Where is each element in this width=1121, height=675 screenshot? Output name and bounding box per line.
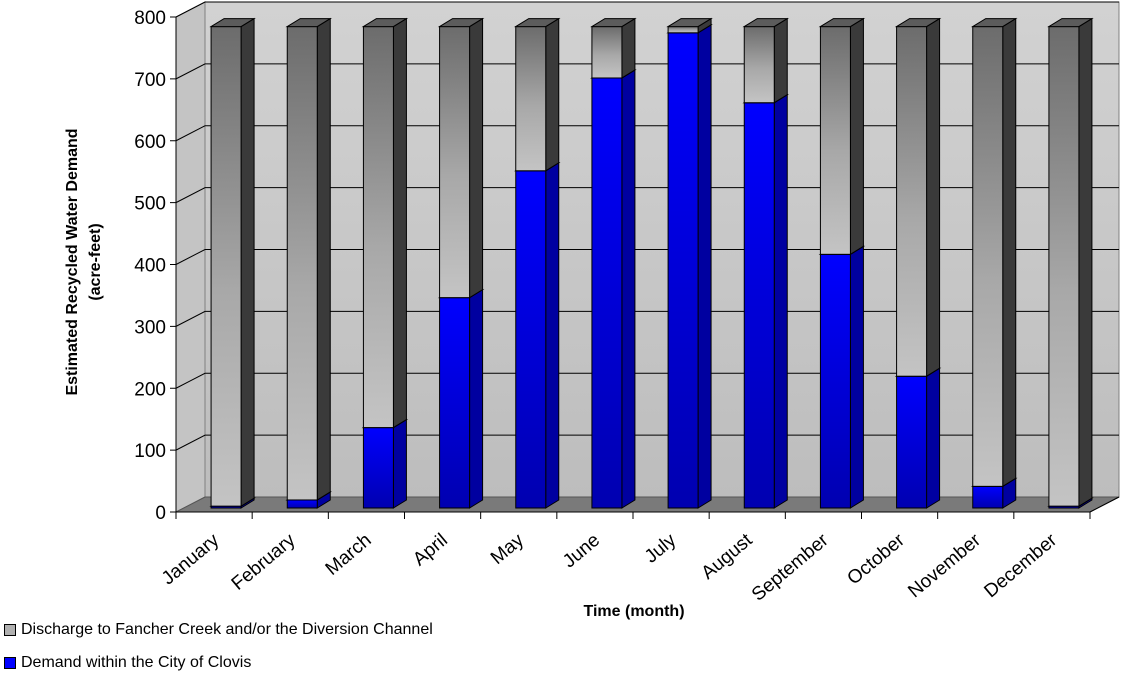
x-tick-label: January bbox=[158, 529, 224, 589]
bar-discharge-october-top bbox=[894, 18, 942, 28]
chart-back-wall bbox=[175, 1, 1120, 513]
bar-demand-april bbox=[439, 297, 471, 509]
x-tick-label: February bbox=[228, 529, 300, 594]
bar-discharge-august-top bbox=[742, 18, 790, 28]
bar-demand-may-side bbox=[545, 161, 560, 509]
y-tick-label: 200 bbox=[134, 379, 166, 400]
bar-discharge-november bbox=[972, 26, 1004, 487]
bar-discharge-september bbox=[819, 26, 851, 255]
bar-demand-october bbox=[896, 375, 928, 509]
bar-demand-june bbox=[591, 77, 623, 509]
bar-discharge-september-side bbox=[849, 17, 864, 256]
bar-demand-august-side bbox=[773, 93, 788, 509]
bar-discharge-december bbox=[1048, 26, 1080, 507]
gridline bbox=[175, 310, 1119, 327]
bar-demand-june-side bbox=[621, 69, 636, 509]
bar-demand-august bbox=[743, 102, 775, 509]
bar-discharge-march-top bbox=[361, 18, 409, 28]
bar-discharge-september-top bbox=[818, 18, 866, 28]
bar-discharge-may bbox=[515, 26, 547, 172]
y-tick-label: 800 bbox=[134, 8, 166, 29]
bar-discharge-january bbox=[210, 26, 242, 507]
bar-discharge-may-top bbox=[513, 18, 561, 28]
y-tick-label: 300 bbox=[134, 317, 166, 338]
x-tick-label: December bbox=[980, 529, 1061, 602]
bar-demand-october-side bbox=[926, 367, 941, 509]
bar-discharge-june-side bbox=[621, 17, 636, 79]
y-tick-label: 700 bbox=[134, 70, 166, 91]
legend-swatch-grey bbox=[4, 624, 16, 636]
bar-demand-november bbox=[972, 485, 1004, 509]
bar-discharge-july bbox=[667, 26, 699, 34]
bar-discharge-april-side bbox=[469, 17, 484, 299]
x-tick-label: April bbox=[409, 530, 452, 571]
bar-discharge-december-top bbox=[1047, 18, 1094, 28]
bar-discharge-october-side bbox=[926, 17, 941, 378]
bar-group bbox=[209, 17, 1094, 509]
bar-discharge-august-side bbox=[773, 17, 788, 104]
bar-discharge-november-side bbox=[1002, 17, 1017, 488]
legend-label-demand: Demand within the City of Clovis bbox=[21, 654, 252, 671]
x-tick-label: May bbox=[487, 529, 528, 568]
bar-demand-september bbox=[819, 253, 851, 509]
bar-demand-february bbox=[286, 499, 318, 509]
bar-discharge-april-top bbox=[437, 18, 485, 28]
bar-demand-september-side bbox=[849, 245, 864, 509]
x-tick-label: June bbox=[559, 530, 604, 573]
legend-swatch-blue bbox=[4, 657, 16, 669]
bar-discharge-february bbox=[286, 26, 318, 501]
bar-discharge-may-side bbox=[545, 17, 560, 172]
legend-item-demand: Demand within the City of Clovis bbox=[4, 654, 251, 672]
bar-demand-july bbox=[667, 32, 699, 509]
legend-item-discharge: Discharge to Fancher Creek and/or the Di… bbox=[4, 621, 433, 639]
x-tick-label: July bbox=[641, 529, 681, 567]
gridline bbox=[175, 372, 1119, 389]
bar-discharge-april bbox=[439, 26, 471, 299]
legend-label-discharge: Discharge to Fancher Creek and/or the Di… bbox=[21, 621, 433, 638]
bar-discharge-june bbox=[591, 26, 623, 79]
bar-demand-march bbox=[362, 427, 394, 509]
gridline bbox=[175, 434, 1119, 451]
gridline bbox=[175, 125, 1119, 142]
bar-demand-may bbox=[515, 170, 547, 509]
y-tick-label: 600 bbox=[134, 132, 166, 153]
bar-discharge-october bbox=[896, 26, 928, 377]
y-tick-label: 500 bbox=[134, 194, 166, 215]
x-tick-label: October bbox=[844, 529, 910, 589]
y-axis-title-line2: (acre-feet) bbox=[87, 223, 104, 300]
floor-edge bbox=[1089, 496, 1120, 513]
bar-discharge-march-side bbox=[392, 17, 407, 429]
x-tick-label: March bbox=[322, 530, 376, 580]
bar-discharge-february-top bbox=[285, 18, 333, 28]
y-tick-label: 0 bbox=[155, 503, 166, 524]
gridline bbox=[175, 249, 1119, 265]
bar-demand-april-side bbox=[469, 288, 484, 509]
bar-discharge-november-top bbox=[970, 18, 1018, 28]
y-axis-title-line1: Estimated Recycled Water Demand bbox=[64, 128, 81, 395]
bar-discharge-july-top bbox=[666, 18, 713, 28]
bar-discharge-january-side bbox=[240, 17, 255, 508]
bar-discharge-august bbox=[743, 26, 775, 104]
gridline bbox=[175, 187, 1119, 204]
bar-demand-july-side bbox=[697, 23, 712, 509]
gridline bbox=[175, 1, 1119, 18]
x-tick-label: August bbox=[698, 529, 757, 584]
y-tick-label: 400 bbox=[134, 256, 166, 277]
bar-discharge-february-side bbox=[316, 17, 331, 501]
x-tick-label: November bbox=[904, 529, 985, 602]
bar-discharge-december-side bbox=[1078, 17, 1093, 508]
bar-discharge-march bbox=[362, 26, 394, 429]
x-axis-title: Time (month) bbox=[583, 603, 684, 620]
gridline bbox=[175, 63, 1119, 80]
x-tick-label: September bbox=[748, 529, 833, 605]
bar-demand-march-side bbox=[392, 418, 407, 509]
y-tick-label: 100 bbox=[134, 441, 166, 462]
bar-discharge-january-top bbox=[209, 18, 256, 28]
bar-discharge-june-top bbox=[590, 18, 637, 28]
